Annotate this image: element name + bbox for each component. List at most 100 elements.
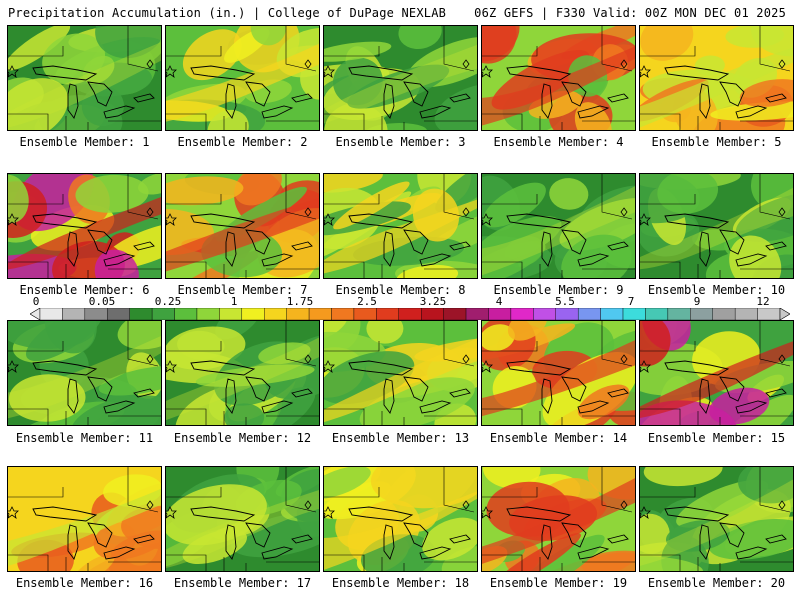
colorbar-segment: [533, 308, 556, 320]
diamond-marker-icon: [304, 207, 312, 217]
precip-contour: [324, 321, 348, 340]
precip-contour: [738, 467, 793, 504]
precip-contour: [359, 377, 475, 425]
star-marker-icon: [640, 506, 651, 519]
ensemble-map-panel: [639, 320, 794, 426]
colorbar-tick-label: 1: [230, 295, 238, 308]
precip-contour: [640, 513, 670, 554]
star-marker-icon: [8, 360, 19, 373]
precip-map: [166, 174, 319, 278]
state-borders: [640, 26, 793, 130]
precip-contour: [640, 26, 694, 61]
diamond-marker-icon: [620, 354, 628, 364]
precip-contour: [708, 519, 793, 560]
star-marker-icon: [324, 360, 335, 373]
precip-contour: [234, 174, 282, 206]
diamond-marker-icon: [146, 207, 154, 217]
great-lakes-outline: [348, 65, 471, 119]
ensemble-map-panel: [7, 466, 162, 572]
great-lakes-outline: [190, 213, 313, 267]
ensemble-map-panel: [481, 320, 636, 426]
precip-contour: [643, 467, 723, 487]
state-borders: [482, 321, 635, 425]
ensemble-map-panel: [323, 173, 478, 279]
state-borders: [8, 174, 161, 278]
precip-contour: [138, 174, 161, 195]
colorbar-segment: [443, 308, 467, 320]
precip-contour: [281, 468, 319, 524]
precip-band: [8, 197, 161, 270]
colorbar-segment: [286, 308, 310, 320]
great-lakes-outline: [506, 506, 629, 560]
precip-contour: [8, 253, 77, 278]
star-marker-icon: [482, 213, 493, 226]
ensemble-map-panel: [639, 173, 794, 279]
great-lakes-outline: [190, 506, 313, 560]
precip-band: [8, 335, 161, 419]
ensemble-member-caption: Ensemble Member: 13: [331, 431, 470, 445]
state-borders: [8, 26, 161, 130]
precip-contour: [98, 365, 161, 396]
precip-band: [324, 199, 477, 274]
precip-map: [324, 467, 477, 571]
precip-map: [640, 174, 793, 278]
star-marker-icon: [482, 506, 493, 519]
great-lakes-outline: [348, 506, 471, 560]
precip-contour: [8, 78, 69, 130]
ensemble-map-panel: [481, 25, 636, 131]
ensemble-member-caption: Ensemble Member: 17: [173, 576, 312, 590]
precip-contour: [324, 467, 371, 499]
star-marker-icon: [166, 506, 177, 519]
great-lakes-outline: [32, 65, 155, 119]
ensemble-map-panel: [481, 173, 636, 279]
colorbar-tick-label: 0.25: [154, 295, 182, 308]
colorbar-segment: [398, 308, 422, 320]
precip-contour: [244, 386, 316, 425]
precip-map: [482, 174, 635, 278]
state-borders: [166, 321, 319, 425]
precip-colorbar: [30, 308, 790, 320]
colorbar-segment: [510, 308, 534, 320]
precip-map: [8, 26, 161, 130]
state-borders: [8, 321, 161, 425]
precip-contour: [666, 520, 730, 552]
precip-map: [640, 321, 793, 425]
precip-band: [166, 43, 319, 122]
colorbar-min-arrow: [30, 308, 41, 320]
state-borders: [8, 467, 161, 571]
precip-contour: [715, 360, 793, 394]
colorbar-segment: [555, 308, 579, 320]
colorbar-segment: [622, 308, 646, 320]
precip-contour: [195, 364, 315, 387]
diamond-marker-icon: [778, 354, 786, 364]
star-marker-icon: [324, 506, 335, 519]
state-borders: [640, 174, 793, 278]
ensemble-member-caption: Ensemble Member: 8: [335, 283, 466, 297]
star-marker-icon: [8, 213, 19, 226]
precip-contour: [8, 374, 86, 422]
ensemble-member-caption: Ensemble Member: 7: [177, 283, 308, 297]
precip-map: [166, 467, 319, 571]
state-borders: [640, 467, 793, 571]
precip-band: [482, 46, 635, 126]
ensemble-map-panel: [7, 173, 162, 279]
colorbar-segment: [645, 308, 669, 320]
great-lakes-outline: [348, 360, 471, 414]
colorbar-segment: [264, 308, 287, 320]
precip-map: [324, 321, 477, 425]
colorbar-segment: [107, 308, 130, 320]
star-marker-icon: [8, 506, 19, 519]
star-marker-icon: [166, 65, 177, 78]
colorbar-segment: [734, 308, 758, 320]
precip-contour: [8, 174, 29, 224]
precip-band: [640, 187, 793, 270]
star-marker-icon: [482, 65, 493, 78]
star-marker-icon: [640, 213, 651, 226]
precip-map: [166, 321, 319, 425]
ensemble-member-caption: Ensemble Member: 16: [15, 576, 154, 590]
diamond-marker-icon: [778, 500, 786, 510]
state-borders: [166, 26, 319, 130]
colorbar-segment: [690, 308, 713, 320]
colorbar-segment: [219, 308, 243, 320]
colorbar-segment: [174, 308, 198, 320]
